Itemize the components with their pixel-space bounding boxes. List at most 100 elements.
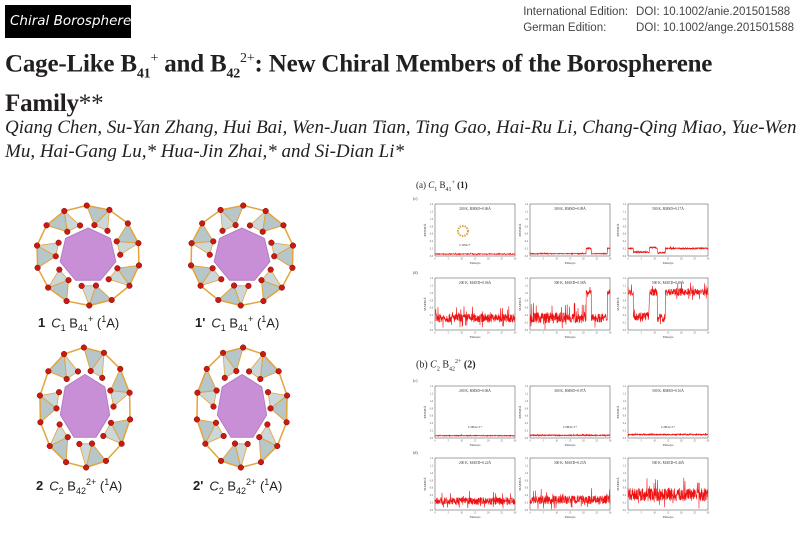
cage	[187, 202, 297, 309]
boron-atom	[233, 367, 240, 375]
boron-atom	[231, 440, 239, 447]
boron-atom	[126, 389, 133, 396]
boron-atom	[110, 403, 117, 410]
x-axis-label: Time/ps	[470, 335, 482, 339]
structure-label: 1' C1 B41+ (1A)	[195, 314, 280, 333]
bond	[204, 443, 222, 462]
y-tick-label: 0.0	[430, 329, 434, 332]
boron-atom	[100, 349, 107, 356]
doi-link[interactable]: DOI: 10.1002/anie.201501588	[636, 6, 791, 18]
y-tick-label: 1.4	[525, 203, 529, 206]
y-axis-label: RMSD/Å	[517, 405, 522, 419]
triangle-face	[38, 391, 60, 410]
x-tick-label: 10	[460, 332, 463, 335]
y-tick-label: 0.0	[525, 509, 529, 512]
y-tick-label: 0.2	[623, 322, 627, 325]
x-tick-label: 25	[500, 512, 503, 515]
annotation: C2B42 2+	[661, 425, 675, 429]
boron-atom	[267, 405, 274, 412]
boron-atom	[257, 459, 264, 466]
triangle-face	[47, 268, 70, 289]
x-tick-label: 15	[474, 258, 477, 261]
boron-atom	[245, 282, 252, 289]
bond	[89, 299, 112, 307]
y-tick-label: 0.0	[525, 329, 529, 332]
x-tick-label: 0	[627, 258, 629, 261]
triangle-face	[47, 352, 68, 380]
doi-block: International Edition: DOI: 10.1002/anie.…	[523, 4, 794, 36]
bond	[220, 460, 242, 469]
bond	[36, 224, 48, 246]
boron-atom	[240, 202, 247, 209]
structure-2-image	[36, 344, 134, 471]
boron-atom	[278, 284, 285, 291]
x-tick-label: 0	[434, 440, 436, 443]
y-tick-label: 0.8	[525, 299, 529, 302]
bond	[291, 245, 294, 268]
triangle-face	[78, 443, 93, 470]
subplot: 500 K, MAED=0.89Å Time/ps MAED/Å 0.0 0.2 0.4 0…	[615, 277, 710, 339]
y-tick-label: 0.4	[430, 240, 434, 243]
plot-frame	[434, 203, 516, 257]
boron-atom	[105, 276, 112, 283]
triangle-face	[90, 351, 105, 379]
boron-atom	[283, 419, 290, 426]
md-simulation-figure: (c) 200 K, RMSD=0.06Å Time/ps RMSD/Å 0.0 0.2 0…	[413, 196, 710, 519]
x-tick-label: 5	[641, 512, 643, 515]
y-tick-label: 0.6	[430, 415, 434, 418]
structure-label: 2' C2 B422+ (1A)	[193, 477, 283, 496]
triangle-face	[270, 242, 295, 257]
boron-atom	[56, 266, 63, 273]
y-tick-label: 1.4	[623, 457, 627, 460]
x-tick-label: 10	[460, 258, 463, 261]
boron-atom	[52, 253, 59, 260]
boron-atom	[126, 282, 133, 289]
boron-atom	[209, 265, 216, 272]
bond	[85, 460, 107, 469]
triangle-face	[108, 267, 131, 287]
doi-link[interactable]: DOI: 10.1002/ange.201501588	[636, 22, 794, 34]
y-tick-label: 1.2	[623, 464, 627, 467]
boron-atom	[203, 365, 210, 373]
y-tick-label: 1.2	[623, 284, 627, 287]
y-tick-label: 0.4	[525, 314, 529, 317]
y-tick-label: 1.2	[525, 464, 529, 467]
y-tick-label: 0.6	[525, 307, 529, 310]
x-tick-label: 25	[595, 440, 598, 443]
x-tick-label: 25	[693, 258, 696, 261]
boron-atom	[289, 242, 297, 249]
boron-atom	[221, 374, 228, 381]
data-series-line	[529, 246, 611, 256]
x-tick-label: 10	[653, 258, 656, 261]
y-tick-label: 0.0	[623, 437, 627, 440]
boron-atom	[77, 222, 84, 229]
boron-atom	[74, 368, 82, 375]
boron-atom	[212, 419, 220, 426]
triangle-face	[102, 421, 123, 445]
triangle-face	[222, 351, 237, 379]
y-tick-label: 0.8	[430, 479, 434, 482]
bond	[66, 300, 90, 307]
x-tick-label: 25	[500, 440, 503, 443]
doi-label: German Edition:	[523, 22, 607, 34]
cage	[36, 344, 134, 471]
boron-atom	[127, 416, 134, 423]
boron-atom	[99, 374, 106, 381]
plot-frame	[434, 457, 516, 511]
bond	[262, 287, 283, 302]
boron-atom	[275, 368, 282, 375]
boron-atom	[76, 440, 83, 448]
triangle-face	[234, 443, 249, 470]
subplot-title: 500 K, RMSD=0.17Å	[652, 206, 684, 212]
y-axis-label: MAED/Å	[615, 297, 620, 311]
boron-atom	[113, 238, 120, 245]
x-tick-label: 0	[627, 512, 629, 515]
boron-atom	[33, 242, 41, 249]
boron-atom	[43, 222, 50, 229]
y-tick-label: 0.2	[525, 502, 529, 505]
boron-atom	[217, 457, 225, 464]
boron-atom	[259, 228, 266, 235]
subplot: (d) 200 K, MAED=0.22Å Time/ps MAED/Å 0.0 0.2 0…	[413, 450, 517, 519]
boron-atom	[55, 239, 62, 246]
boron-atom	[219, 227, 226, 234]
